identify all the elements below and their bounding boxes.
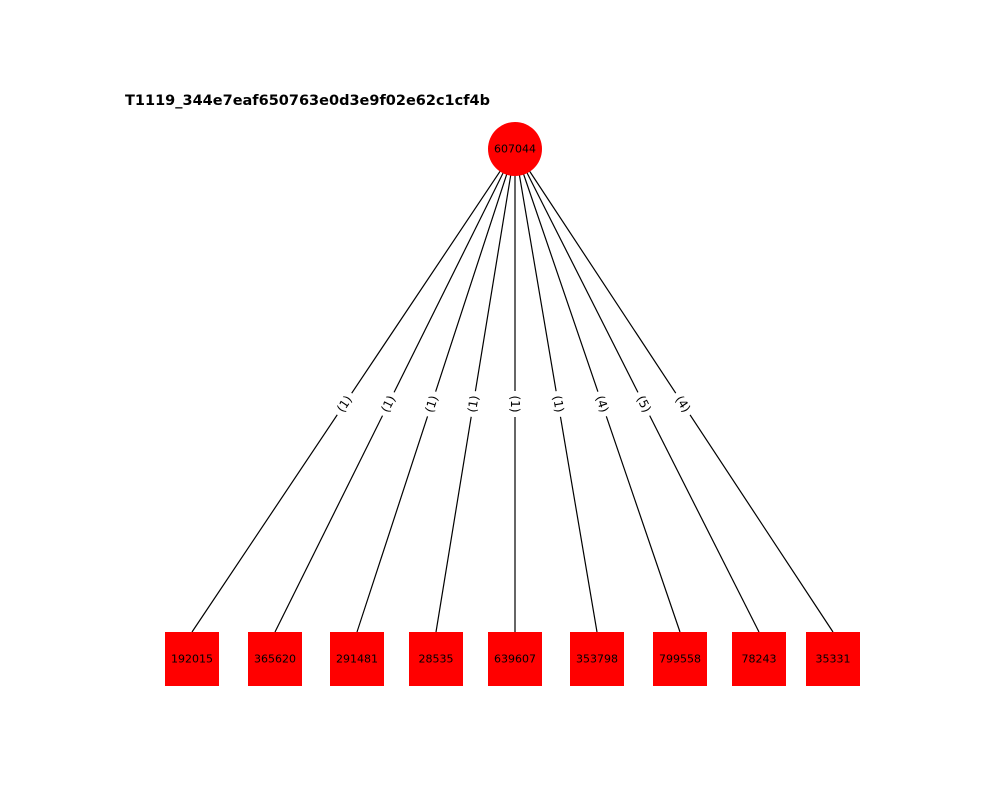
edge-label-background [375,388,402,420]
leaf-node-label: 799558 [659,653,701,666]
edge-label: (1) [463,389,484,419]
leaf-node-square [653,632,707,686]
graph-title: T1119_344e7eaf650763e0d3e9f02e62c1cf4b [125,93,491,109]
edge-line [274,148,516,633]
edge-label-text: (1) [550,394,567,413]
leaf-node-label: 78243 [742,653,777,666]
leaf-node-label: 28535 [419,653,454,666]
edge-label: (1) [507,391,523,417]
leaf-node-label: 291481 [336,653,378,666]
edge-label: (4) [669,388,697,420]
leaf-node-label: 353798 [576,653,618,666]
edge-labels-layer: (1) (1) (1) (1) (1) (1) (4) (5) (4) [330,388,697,420]
edge-label-text: (1) [465,394,482,413]
leaf-node[interactable]: 28535 [409,632,463,686]
edge-label: (5) [630,388,657,420]
leaf-node-square [409,632,463,686]
leaf-node-square [732,632,786,686]
edge-label-background [548,389,569,419]
leaf-node-square [488,632,542,686]
edge-line [514,148,834,633]
edge-line [514,148,760,633]
edge-label: (4) [590,389,614,419]
edge-label-background [330,388,359,420]
leaf-node-square [570,632,624,686]
leaf-node[interactable]: 78243 [732,632,786,686]
edge-label-background [630,388,657,420]
edge-label-text: (1) [508,396,522,413]
edge-line [435,148,516,633]
leaf-node-label: 639607 [494,653,536,666]
edge-label-text: (1) [422,394,441,415]
edges-layer [191,148,834,633]
leaf-node-square [330,632,384,686]
edge-label-text: (1) [378,393,398,414]
edge-line [514,148,681,633]
edge-label-text: (4) [593,394,612,415]
leaf-node-square [806,632,860,686]
edge-label-background [419,389,444,419]
leaf-node[interactable]: 799558 [653,632,707,686]
leaf-node[interactable]: 365620 [248,632,302,686]
leaf-node-label: 192015 [171,653,213,666]
edge-label: (1) [419,389,444,419]
leaf-node[interactable]: 192015 [165,632,219,686]
leaf-node[interactable]: 353798 [570,632,624,686]
leaf-node[interactable]: 291481 [330,632,384,686]
edge-line [356,148,516,633]
leaf-node-label: 365620 [254,653,296,666]
edge-label-background [507,391,523,417]
leaf-node-square [248,632,302,686]
edge-line [514,148,598,633]
edge-label: (1) [548,389,569,419]
edge-line [191,148,516,633]
edge-label: (1) [330,388,359,420]
root-node-label: 607044 [494,143,536,156]
leaf-node[interactable]: 35331 [806,632,860,686]
leaf-node[interactable]: 639607 [488,632,542,686]
root-node[interactable]: 607044 [488,122,542,176]
edge-label-background [669,388,697,420]
root-node-circle [488,122,542,176]
leaf-node-square [165,632,219,686]
edge-label-background [590,389,614,419]
edge-label: (1) [375,388,402,420]
nodes-layer: 192015 365620 291481 28535 639607 353798 79955… [165,122,860,686]
leaf-node-label: 35331 [816,653,851,666]
edge-label-background [463,389,484,419]
edge-label-text: (5) [634,393,654,414]
